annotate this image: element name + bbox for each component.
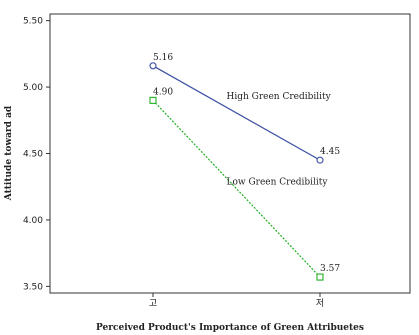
y-tick-label: 3.50 — [23, 282, 43, 292]
series-name-label: Low Green Credibility — [227, 178, 329, 188]
data-label: 4.45 — [320, 147, 340, 157]
plot-area — [49, 13, 411, 294]
data-point-square — [316, 273, 324, 281]
series-name-label: High Green Credibility — [227, 92, 332, 102]
data-point-circle — [316, 156, 324, 164]
y-tick-label: 4.00 — [23, 216, 43, 226]
y-axis: 3.50 4.00 4.50 5.00 5.50 — [23, 17, 50, 292]
data-point-circle — [149, 62, 157, 70]
y-tick-label: 4.50 — [23, 150, 43, 160]
data-label: 5.16 — [153, 53, 173, 63]
x-tick-label: 저 — [316, 298, 324, 309]
x-axis-title: Perceived Product's Importance of Green … — [96, 323, 364, 333]
series-line-0 — [152, 65, 321, 161]
y-tick-label: 5.50 — [23, 17, 43, 27]
data-label: 4.90 — [153, 87, 173, 97]
data-label: 3.57 — [320, 264, 340, 274]
x-tick-label: 고 — [149, 299, 157, 309]
y-tick-label: 5.00 — [23, 83, 43, 93]
data-point-square — [149, 96, 157, 104]
y-axis-title: Attitude toward ad — [4, 105, 14, 201]
series-group: 5.16 4.45 High Green Credibility 4.90 3.57 Lo… — [149, 53, 340, 281]
